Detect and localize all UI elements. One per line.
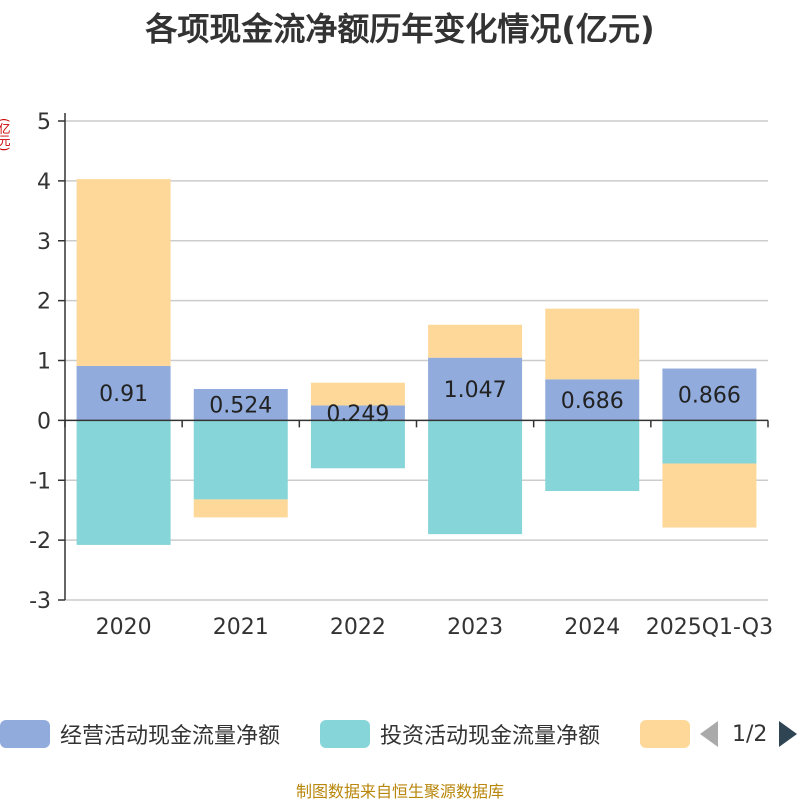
bar-series1-4 — [545, 420, 640, 492]
legend-swatch-investing — [320, 720, 370, 748]
bar-series1-3 — [428, 420, 523, 535]
legend: 经营活动现金流量净额 投资活动现金流量净额 1/2 — [0, 718, 800, 750]
chart-plot: 5 4 3 2 1 0 -1 -2 -3 2020 2021 2022 2023 2024 2025Q1-Q… — [29, 110, 773, 640]
x-tick-label: 2024 — [564, 615, 620, 640]
bar-series2-3 — [428, 324, 523, 358]
data-label: 0.91 — [99, 382, 148, 407]
x-tick-label: 2025Q1-Q3 — [646, 615, 773, 640]
bar-series0-2 — [310, 405, 405, 421]
data-label: 0.249 — [326, 402, 389, 427]
x-tick-label: 2021 — [213, 615, 269, 640]
legend-label-operating: 经营活动现金流量净额 — [60, 724, 281, 749]
y-tick-label: 4 — [37, 170, 51, 195]
legend-item-investing[interactable]: 投资活动现金流量净额 — [320, 718, 600, 750]
legend-label-investing: 投资活动现金流量净额 — [380, 724, 601, 749]
y-tick-label: 3 — [37, 230, 51, 255]
y-tick-label: 0 — [37, 409, 51, 434]
x-tick-label: 2020 — [96, 615, 152, 640]
prev-page-icon[interactable] — [700, 721, 718, 747]
next-page-icon[interactable] — [779, 721, 798, 747]
data-label: 0.524 — [209, 394, 272, 419]
y-tick-label: 2 — [37, 290, 51, 315]
legend-swatch-financing — [640, 720, 690, 748]
y-tick-label: 5 — [37, 110, 51, 135]
y-tick-label: -1 — [29, 469, 51, 494]
bar-series2-2 — [310, 382, 405, 406]
data-label: 0.866 — [678, 383, 741, 408]
bar-series2-4 — [545, 308, 640, 380]
data-source-note: 制图数据来自恒生聚源数据库 — [295, 782, 504, 801]
chart-title: 各项现金流净额历年变化情况(亿元) — [145, 10, 655, 48]
legend-item-financing[interactable] — [640, 718, 690, 750]
bar-series2-1 — [193, 499, 288, 518]
bar-series0-4 — [545, 379, 640, 421]
legend-item-operating[interactable]: 经营活动现金流量净额 — [0, 718, 280, 750]
bar-series0-3 — [428, 357, 523, 421]
y-tick-label: -3 — [29, 589, 51, 614]
data-label: 1.047 — [444, 378, 507, 403]
data-label: 0.686 — [561, 389, 624, 414]
legend-swatch-operating — [0, 720, 50, 748]
bar-series1-2 — [310, 420, 405, 469]
bar-series2-0 — [76, 179, 171, 366]
bar-series1-0 — [76, 420, 171, 545]
x-tick-label: 2023 — [447, 615, 503, 640]
bar-series2-5 — [662, 463, 757, 528]
bar-series0-1 — [193, 389, 288, 421]
bar-series0-5 — [662, 368, 757, 421]
y-axis-unit: (亿元) — [0, 118, 11, 152]
legend-page-indicator: 1/2 — [732, 721, 768, 747]
bar-series1-1 — [193, 420, 288, 500]
bar-series1-5 — [662, 420, 757, 464]
legend-pager: 1/2 — [700, 718, 798, 750]
y-tick-label: 1 — [37, 350, 51, 375]
x-tick-label: 2022 — [330, 615, 386, 640]
bar-series0-0 — [76, 365, 171, 421]
y-tick-label: -2 — [29, 529, 51, 554]
